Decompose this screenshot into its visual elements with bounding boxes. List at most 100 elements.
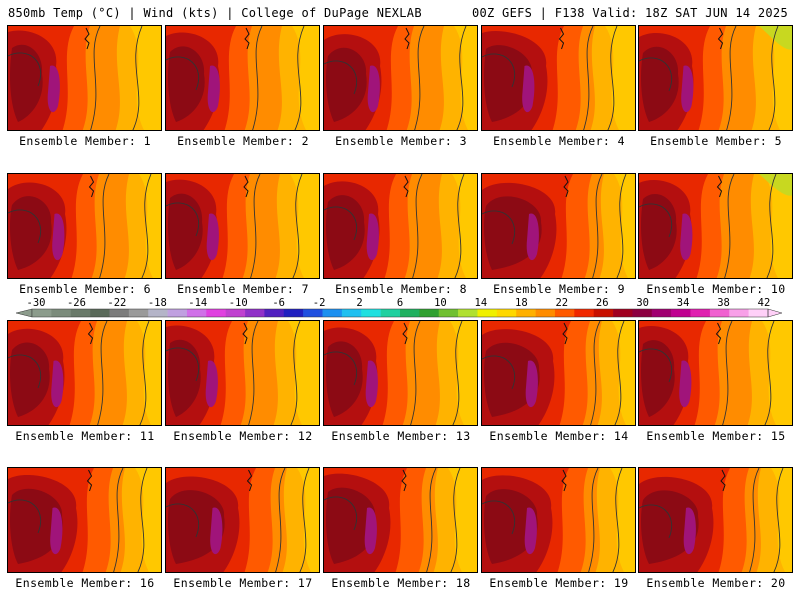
- ensemble-map-panel: [638, 173, 793, 279]
- temperature-field-map: [482, 174, 635, 278]
- contour-line: [450, 468, 461, 572]
- colorbar-segment: [709, 309, 730, 317]
- contour-line: [639, 57, 673, 92]
- coastline-outline: [401, 469, 407, 492]
- coastline-outline: [402, 322, 408, 345]
- ensemble-member-label: Ensemble Member: 6: [19, 282, 151, 296]
- colorbar-segment: [322, 309, 343, 317]
- coastline-outline: [720, 469, 726, 492]
- temperature-field-map: [166, 321, 319, 425]
- temperature-field-map: [324, 468, 477, 572]
- contour-line: [414, 26, 425, 130]
- colorbar-segment: [671, 309, 691, 317]
- temperature-shade-region: [605, 26, 635, 130]
- temperature-shade-region: [522, 65, 535, 113]
- contour-line: [726, 26, 737, 130]
- temperature-shade-region: [52, 213, 65, 261]
- colorbar-tick-label: 6: [396, 297, 404, 309]
- ensemble-map-panel: [481, 320, 636, 426]
- colorbar-segment: [380, 309, 401, 317]
- temperature-shade-region: [641, 193, 677, 270]
- temperature-shade-region: [139, 174, 161, 278]
- ensemble-member-label: Ensemble Member: 11: [15, 429, 155, 443]
- temperature-shade-region: [452, 174, 477, 278]
- temperature-shade-region: [168, 490, 225, 564]
- colorbar-tick-label: 38: [717, 297, 730, 309]
- ensemble-map-panel: [165, 467, 320, 573]
- contour-line: [583, 26, 594, 130]
- contour-line: [141, 174, 152, 278]
- contour-line: [766, 174, 777, 278]
- coastline-outline: [87, 322, 94, 345]
- colorbar-segment: [341, 309, 362, 317]
- temperature-shade-region: [525, 360, 538, 408]
- colorbar-tick-label: 14: [474, 297, 488, 309]
- ensemble-member-label: Ensemble Member: 10: [646, 282, 786, 296]
- contour-line: [452, 321, 463, 425]
- contour-line: [166, 56, 200, 91]
- ensemble-member-label: Ensemble Member: 13: [331, 429, 471, 443]
- contour-line: [166, 202, 200, 237]
- ensemble-member-label: Ensemble Member: 2: [177, 134, 309, 148]
- temperature-shade-region: [326, 195, 365, 270]
- temperature-shade-region: [297, 468, 319, 572]
- temperature-shade-region: [610, 468, 635, 572]
- temperature-field-map: [639, 174, 792, 278]
- contour-line: [412, 174, 423, 278]
- temperature-field-map: [324, 174, 477, 278]
- temperature-field-map: [324, 26, 477, 130]
- contour-line: [248, 321, 259, 425]
- run-valid-time: 00Z GEFS | F138 Valid: 18Z SAT JUN 14 20…: [471, 6, 788, 20]
- contour-line: [90, 26, 101, 130]
- colorbar-segment: [438, 309, 459, 317]
- temperature-shade-region: [681, 65, 694, 113]
- colorbar-segment: [574, 309, 594, 317]
- ensemble-member-label: Ensemble Member: 4: [493, 134, 625, 148]
- colorbar-segment: [477, 309, 498, 317]
- colorbar-segment: [516, 309, 536, 317]
- temperature-shade-region: [641, 340, 675, 417]
- temperature-field-map: [166, 468, 319, 572]
- colorbar-tick-label: 26: [595, 297, 609, 309]
- temperature-shade-region: [524, 507, 537, 555]
- contour-line: [139, 321, 150, 425]
- contour-line: [324, 351, 358, 386]
- colorbar-segment: [264, 309, 285, 317]
- colorbar-scale: [15, 308, 783, 318]
- temperature-shade-region: [448, 468, 477, 572]
- colorbar-tick-label: -6: [272, 297, 285, 309]
- contour-line: [426, 468, 437, 572]
- coastline-outline: [403, 175, 409, 198]
- temperature-colorbar: -30 -26 -22 -18 -14 -10 -6 -2 2 6 10 14 18 22 26 30 34 38…: [10, 297, 788, 319]
- contour-line: [722, 321, 733, 425]
- coastline-outline: [404, 27, 410, 50]
- colorbar-left-arrow: [15, 308, 33, 318]
- temperature-shade-region: [292, 26, 319, 130]
- ensemble-map-panel: [481, 467, 636, 573]
- temperature-shade-region: [450, 321, 477, 425]
- colorbar-segment: [283, 309, 304, 317]
- colorbar-segment: [109, 309, 130, 317]
- colorbar-segment: [51, 309, 72, 317]
- colorbar-segment: [419, 309, 440, 317]
- temperature-field-map: [639, 321, 792, 425]
- colorbar-segment: [748, 309, 769, 317]
- temperature-field-map: [166, 26, 319, 130]
- ensemble-member-label: Ensemble Member: 20: [646, 576, 786, 590]
- ensemble-map-panel: [638, 25, 793, 131]
- colorbar-tick-label: -2: [312, 297, 326, 309]
- colorbar-frame: [31, 308, 769, 318]
- contour-line: [768, 26, 779, 130]
- ensemble-member-label: Ensemble Member: 5: [650, 134, 782, 148]
- temperature-shade-region: [326, 47, 367, 122]
- colorbar-segment: [535, 309, 556, 317]
- temperature-field-map: [324, 321, 477, 425]
- ensemble-map-panel: [323, 467, 478, 573]
- ensemble-member-label: Ensemble Member: 17: [173, 576, 313, 590]
- contour-line: [324, 206, 358, 241]
- contour-line: [482, 500, 516, 535]
- ensemble-map-panel: [323, 173, 478, 279]
- ensemble-member-label: Ensemble Member: 12: [173, 429, 313, 443]
- contour-line: [294, 26, 305, 130]
- temperature-shade-region: [290, 174, 319, 278]
